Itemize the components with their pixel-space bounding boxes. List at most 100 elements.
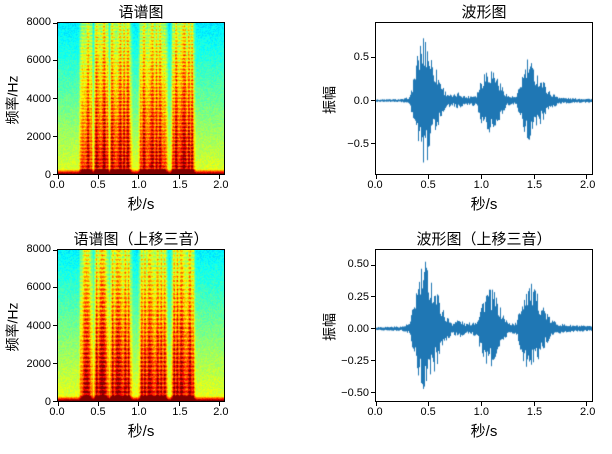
x-tick-label: 1.5 — [526, 179, 543, 191]
chart-title: 语谱图（上移三音） — [73, 231, 209, 248]
x-tick-label: 1.5 — [172, 406, 188, 418]
y-tick-mark — [371, 100, 375, 102]
y-tick-mark — [371, 264, 375, 266]
x-tick-label: 0.5 — [90, 179, 106, 191]
y-tick-label: 6000 — [26, 281, 51, 294]
y-tick-label: 4000 — [26, 319, 51, 332]
x-tick-label: 1.0 — [473, 406, 489, 418]
x-tick-mark — [97, 175, 99, 179]
y-tick-mark — [53, 325, 57, 326]
x-tick-label: 1.0 — [131, 406, 147, 418]
x-tick-label: 1.0 — [131, 179, 147, 191]
y-tick-label: 2000 — [26, 357, 51, 370]
x-tick-mark — [57, 402, 59, 406]
x-axis-label: 秒/s — [127, 196, 155, 213]
plot-area — [53, 249, 225, 406]
y-tick-label: 8000 — [26, 243, 51, 255]
chart-title: 波形图 — [461, 4, 507, 21]
plot-area — [371, 249, 593, 406]
x-tick-mark — [428, 175, 430, 179]
x-tick-mark — [586, 175, 588, 179]
x-tick-label: 0.5 — [420, 406, 436, 418]
y-tick-label: −0.25 — [341, 354, 369, 367]
y-tick-mark — [53, 22, 57, 24]
y-tick-label: −0.5 — [347, 138, 369, 151]
x-tick-label: 2.0 — [580, 179, 596, 191]
waveform-original-panel: 波形图 振幅 −0.5 0.0 0.5 0.0 0.5 1.0 1.5 2.0 秒/s — [306, 0, 612, 227]
x-tick-label: 2.0 — [213, 406, 229, 418]
x-tick-label: 1.0 — [473, 179, 489, 191]
y-tick-label: 4000 — [26, 92, 51, 105]
x-tick-mark — [480, 175, 482, 179]
x-tick-label: 0.0 — [367, 179, 383, 191]
y-tick-label: 2000 — [26, 130, 51, 143]
x-tick-mark — [57, 175, 59, 179]
waveform-canvas — [376, 23, 592, 174]
y-tick-mark — [53, 173, 57, 175]
x-tick-mark — [219, 402, 221, 406]
plot-area — [371, 22, 593, 179]
x-axis-label: 秒/s — [470, 196, 498, 213]
spectrogram-canvas — [58, 250, 224, 401]
y-tick-labels: 0 2000 4000 6000 8000 — [0, 243, 51, 408]
x-tick-mark — [178, 175, 180, 179]
y-tick-labels: 0 2000 4000 6000 8000 — [0, 16, 51, 181]
y-tick-label: 0.5 — [353, 50, 369, 63]
y-tick-mark — [371, 328, 375, 330]
x-tick-mark — [138, 402, 140, 406]
y-tick-label: −0.50 — [341, 387, 369, 399]
x-tick-mark — [480, 402, 482, 406]
x-tick-labels: 0.0 0.5 1.0 1.5 2.0 — [367, 406, 596, 419]
y-tick-label: 0.00 — [347, 322, 369, 335]
spectrogram-canvas — [58, 23, 224, 174]
y-tick-label: 0.50 — [347, 258, 369, 271]
x-tick-mark — [533, 175, 535, 179]
y-tick-labels: −0.50 −0.25 0.00 0.25 0.50 — [306, 249, 369, 402]
y-tick-label: 0.25 — [347, 290, 369, 303]
y-tick-mark — [371, 57, 375, 58]
x-tick-label: 0.0 — [49, 406, 65, 418]
x-tick-mark — [219, 175, 221, 179]
x-tick-mark — [533, 402, 535, 406]
chart-title: 语谱图 — [118, 4, 164, 21]
x-tick-mark — [375, 175, 377, 179]
y-tick-mark — [53, 98, 57, 99]
y-tick-label: 0 — [44, 396, 51, 408]
x-tick-label: 2.0 — [213, 179, 229, 191]
y-tick-mark — [53, 60, 57, 62]
y-tick-mark — [53, 362, 57, 364]
x-tick-label: 0.0 — [49, 179, 65, 191]
y-tick-mark — [53, 287, 57, 289]
y-tick-labels: −0.5 0.0 0.5 — [306, 22, 369, 175]
x-tick-labels: 0.0 0.5 1.0 1.5 2.0 — [367, 179, 596, 192]
x-tick-mark — [138, 175, 140, 179]
spectrogram-original-panel: 语谱图 频率/Hz 0 2000 4000 6000 8000 0.0 0.5 1.0 1.5… — [0, 0, 306, 227]
x-tick-label: 0.0 — [367, 406, 383, 418]
x-tick-label: 1.5 — [172, 179, 188, 191]
x-tick-label: 0.5 — [90, 406, 106, 418]
chart-title: 波形图（上移三音） — [416, 231, 552, 248]
y-tick-mark — [53, 135, 57, 137]
y-tick-label: 8000 — [26, 16, 51, 28]
x-tick-label: 2.0 — [580, 406, 596, 418]
waveform-shifted-panel: 波形图（上移三音） 振幅 −0.50 −0.25 0.00 0.25 0.50 0.0 0… — [306, 227, 612, 454]
spectrogram-shifted-panel: 语谱图（上移三音） 频率/Hz 0 2000 4000 6000 8000 0.0 0.5… — [0, 227, 306, 454]
x-tick-labels: 0.0 0.5 1.0 1.5 2.0 — [49, 179, 229, 192]
waveform-canvas — [376, 250, 592, 401]
x-tick-mark — [428, 402, 430, 406]
y-tick-label: 0.0 — [353, 94, 369, 107]
x-tick-label: 1.5 — [526, 406, 543, 418]
x-tick-mark — [375, 402, 377, 406]
y-tick-mark — [53, 249, 57, 251]
y-tick-mark — [371, 391, 375, 393]
x-tick-labels: 0.0 0.5 1.0 1.5 2.0 — [49, 406, 229, 419]
y-tick-label: 0 — [44, 169, 51, 181]
y-tick-mark — [371, 359, 375, 361]
y-tick-mark — [53, 400, 57, 402]
x-tick-mark — [178, 402, 180, 406]
y-tick-mark — [371, 296, 375, 298]
x-tick-label: 0.5 — [420, 179, 436, 191]
x-tick-mark — [97, 402, 99, 406]
y-tick-label: 6000 — [26, 54, 51, 67]
